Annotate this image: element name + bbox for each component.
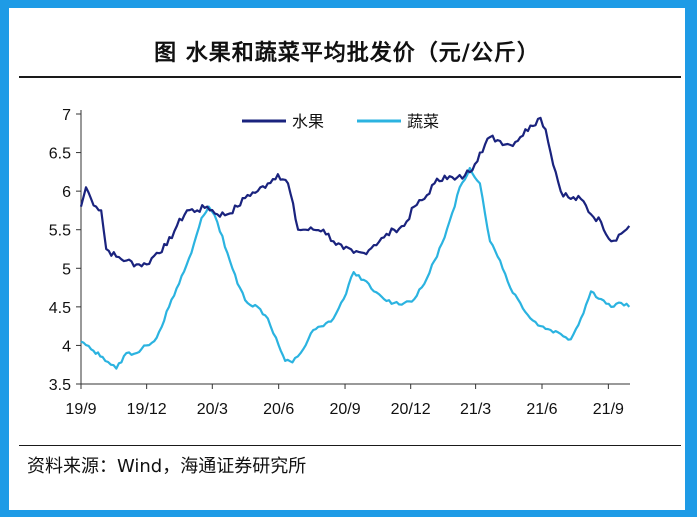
x-tick-label: 20/12: [391, 401, 431, 418]
x-tick-label: 21/3: [460, 401, 491, 418]
series-line-fruit: [79, 116, 631, 268]
legend: 水果 蔬菜: [242, 112, 439, 131]
series-line-vegetable: [80, 166, 631, 370]
x-tick-label: 19/9: [65, 401, 96, 418]
x-tick-label: 21/9: [593, 401, 624, 418]
legend-label-fruit: 水果: [292, 112, 324, 131]
x-tick-label: 20/6: [263, 401, 294, 418]
legend-label-vegetable: 蔬菜: [407, 112, 439, 131]
chart-panel: 图 水果和蔬菜平均批发价（元/公斤） 3.5 4 4.5 5 5.5 6 6.5 7 19/9 1…: [9, 8, 685, 510]
x-tick-label: 20/3: [197, 401, 228, 418]
y-tick-label: 6.5: [49, 146, 71, 163]
title-divider: [19, 76, 681, 78]
y-tick-label: 4.5: [49, 300, 71, 317]
series-layer: [79, 116, 631, 370]
chart-title: 图 水果和蔬菜平均批发价（元/公斤）: [154, 41, 540, 66]
x-tick-label: 21/6: [526, 401, 557, 418]
y-tick-label: 5: [62, 261, 71, 278]
y-tick-label: 3.5: [49, 377, 71, 394]
y-tick-label: 7: [62, 107, 71, 124]
y-tick-label: 5.5: [49, 223, 71, 240]
source-divider: [19, 445, 681, 446]
x-tick-label: 19/12: [127, 401, 167, 418]
y-tick-label: 6: [62, 184, 71, 201]
y-tick-label: 4: [62, 338, 71, 355]
x-tick-label: 20/9: [329, 401, 360, 418]
axes: 3.5 4 4.5 5 5.5 6 6.5 7 19/9 19/12 20/3 20/6 20/9 20/…: [49, 107, 630, 418]
source-note: 资料来源：Wind，海通证券研究所: [27, 456, 307, 477]
line-chart: 3.5 4 4.5 5 5.5 6 6.5 7 19/9 19/12 20/3 20/6 20/9 20/…: [49, 107, 631, 418]
